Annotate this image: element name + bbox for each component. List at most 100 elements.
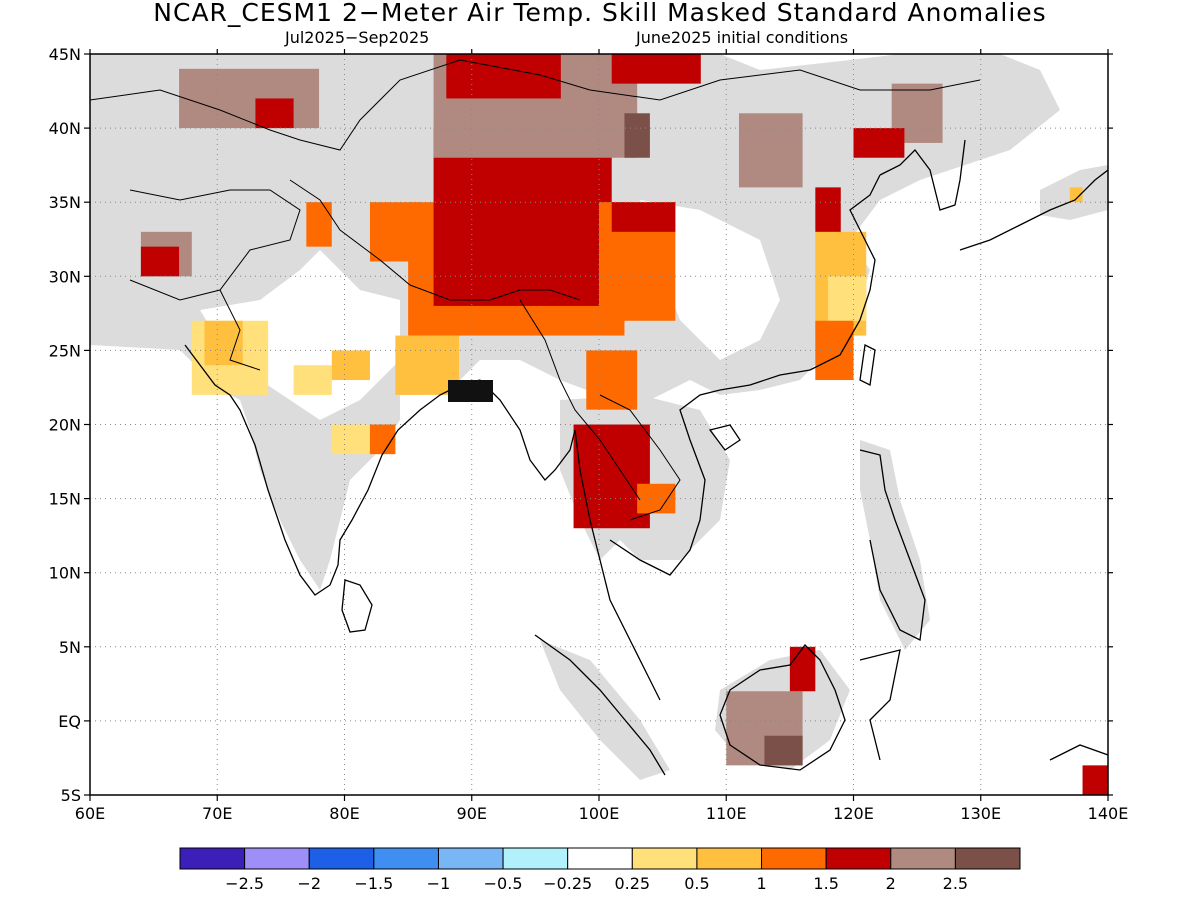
colorbar: −2.5 −2 −1.5 −1 −0.5 −0.25 0.25 0.5 1 1.5 2 2.5 bbox=[179, 847, 1021, 893]
border-pakistan bbox=[219, 289, 261, 371]
lat-label-15: 15N bbox=[49, 490, 81, 509]
colorbar-label-9: 1.5 bbox=[813, 874, 838, 893]
lon-label-70: 70E bbox=[202, 804, 232, 823]
coast-srilanka bbox=[341, 579, 373, 633]
colorbar-swatch-9 bbox=[761, 847, 827, 870]
page-title: NCAR_CESM1 2−Meter Air Temp. Skill Maske… bbox=[153, 0, 1047, 27]
anomaly-cell-25 bbox=[815, 320, 854, 381]
coast-new-guinea bbox=[1049, 744, 1108, 761]
border-myanmar bbox=[519, 299, 641, 501]
plot-area bbox=[90, 54, 1108, 795]
anomaly-cell-22 bbox=[586, 350, 638, 410]
lat-label-25: 25N bbox=[49, 341, 81, 360]
lat-label-10: 10N bbox=[49, 564, 81, 583]
lat-label--5: 5S bbox=[61, 786, 81, 805]
anomaly-cell-16 bbox=[331, 350, 370, 381]
colorbar-swatch-11 bbox=[890, 847, 956, 870]
anomaly-cell-4 bbox=[611, 54, 701, 84]
lat-label-35: 35N bbox=[49, 193, 81, 212]
coast-japan bbox=[959, 169, 1108, 251]
colorbar-swatch-6 bbox=[567, 847, 633, 870]
lon-label-140: 140E bbox=[1088, 804, 1129, 823]
anomaly-layer bbox=[140, 54, 1108, 795]
anomaly-cell-28 bbox=[764, 735, 803, 766]
coast-india bbox=[184, 344, 481, 596]
coastline-layer bbox=[90, 59, 1108, 776]
colorbar-label-3: −1 bbox=[427, 874, 451, 893]
subtitle-initial-conditions: June2025 initial conditions bbox=[636, 28, 849, 47]
land-philippines bbox=[860, 440, 930, 650]
lon-label-90: 90E bbox=[457, 804, 487, 823]
colorbar-swatch-0 bbox=[179, 847, 246, 870]
anomaly-cell-10 bbox=[140, 246, 180, 277]
colorbar-swatch-10 bbox=[825, 847, 892, 870]
anomaly-cell-7 bbox=[179, 68, 320, 129]
anomaly-cell-32 bbox=[853, 128, 905, 158]
colorbar-label-11: 2.5 bbox=[943, 874, 968, 893]
colorbar-label-1: −2 bbox=[297, 874, 321, 893]
lon-label-120: 120E bbox=[833, 804, 874, 823]
anomaly-cell-6 bbox=[611, 202, 676, 232]
anomaly-cell-35 bbox=[1069, 187, 1083, 203]
coast-sulawesi bbox=[859, 649, 901, 761]
coast-philippines bbox=[859, 449, 926, 641]
lon-label-100: 100E bbox=[579, 804, 620, 823]
colorbar-label-4: −0.5 bbox=[484, 874, 523, 893]
anomaly-cell-34 bbox=[1082, 765, 1108, 795]
colorbar-label-7: 0.5 bbox=[684, 874, 709, 893]
bangladesh-delta bbox=[448, 380, 493, 402]
anomaly-cell-15 bbox=[293, 365, 332, 395]
lon-label-130: 130E bbox=[960, 804, 1001, 823]
anomaly-cell-1 bbox=[433, 128, 612, 306]
anomaly-cell-26 bbox=[815, 187, 841, 232]
anomaly-cell-24 bbox=[828, 276, 867, 321]
lat-label-5: 5N bbox=[59, 638, 81, 657]
anomaly-cell-12 bbox=[369, 202, 421, 262]
anomaly-cell-19 bbox=[369, 424, 396, 455]
coast-bay-of-bengal-east bbox=[479, 379, 576, 481]
anomaly-cell-14 bbox=[204, 320, 243, 366]
colorbar-swatch-2 bbox=[308, 847, 375, 870]
lon-label-80: 80E bbox=[329, 804, 359, 823]
colorbar-swatch-12 bbox=[954, 847, 1021, 870]
border-himalaya bbox=[289, 179, 581, 301]
lon-label-60: 60E bbox=[75, 804, 105, 823]
colorbar-label-0: −2.5 bbox=[225, 874, 264, 893]
border-afghanistan bbox=[129, 189, 301, 301]
axis-layer: 60E 70E 80E 90E 100E 110E 120E 130E 140E 45N 40N 35… bbox=[49, 45, 1129, 823]
lat-label-20: 20N bbox=[49, 416, 81, 435]
coast-china-south bbox=[719, 174, 881, 391]
coast-malay-peninsula bbox=[574, 429, 661, 701]
lat-label-0: EQ bbox=[58, 712, 81, 731]
colorbar-label-10: 2 bbox=[886, 874, 896, 893]
grid-layer bbox=[90, 54, 1108, 795]
coast-borneo bbox=[719, 644, 846, 771]
coast-indochina-east bbox=[609, 389, 721, 576]
anomaly-cell-30 bbox=[738, 113, 803, 188]
lat-label-45: 45N bbox=[49, 45, 81, 64]
colorbar-swatch-7 bbox=[631, 847, 698, 870]
coast-sumatra bbox=[534, 634, 666, 776]
border-indochina bbox=[599, 394, 681, 521]
lat-label-40: 40N bbox=[49, 119, 81, 138]
anomaly-cell-33 bbox=[624, 113, 650, 158]
border-central-asia bbox=[90, 59, 981, 151]
colorbar-label-5: −0.25 bbox=[543, 874, 592, 893]
anomaly-cell-8 bbox=[255, 98, 294, 129]
coast-korea bbox=[879, 139, 966, 211]
colorbar-swatch-8 bbox=[696, 847, 763, 870]
lat-label-30: 30N bbox=[49, 267, 81, 286]
colorbar-swatch-1 bbox=[244, 847, 310, 870]
land-sumatra bbox=[540, 640, 670, 780]
coast-hainan bbox=[708, 424, 741, 451]
coast-taiwan bbox=[859, 344, 876, 386]
anomaly-cell-21 bbox=[637, 483, 676, 514]
anomaly-cell-29 bbox=[789, 646, 816, 692]
subtitle-period: Jul2025−Sep2025 bbox=[285, 28, 430, 47]
colorbar-swatch-4 bbox=[437, 847, 504, 870]
colorbar-label-8: 1 bbox=[756, 874, 766, 893]
lon-label-110: 110E bbox=[706, 804, 747, 823]
colorbar-swatch-5 bbox=[502, 847, 569, 870]
anomaly-cell-11 bbox=[306, 202, 332, 247]
